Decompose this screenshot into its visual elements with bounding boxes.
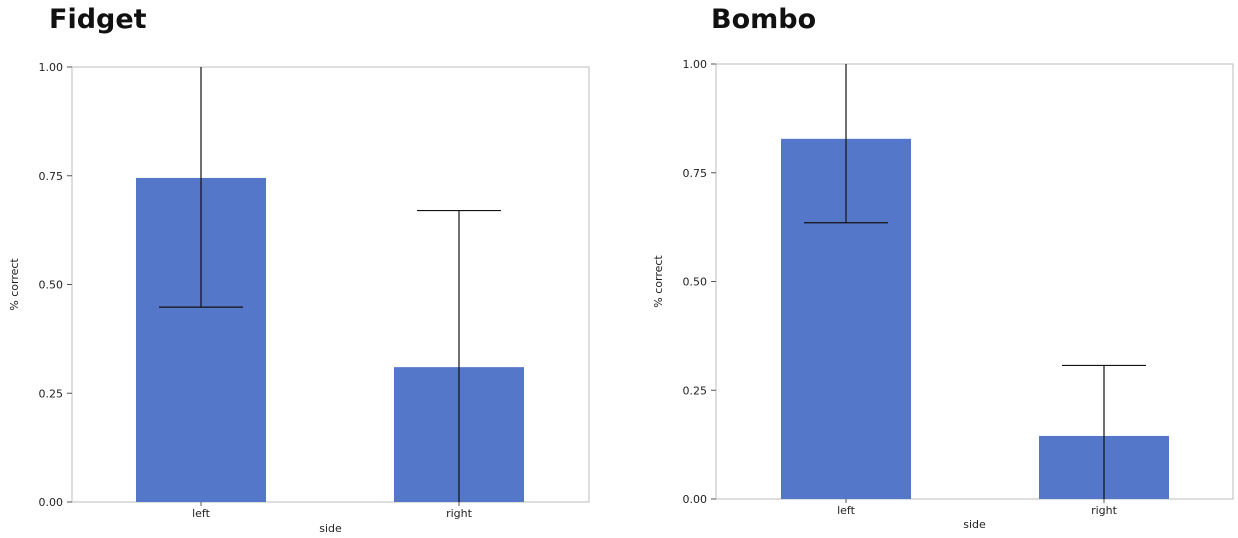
bombo-y-tick-label: 0.50 [683,276,708,289]
fidget-y-tick-label: 0.75 [39,170,64,183]
fidget-x-tick-label-left: left [192,507,211,520]
bombo-x-axis-label: side [963,518,986,531]
fidget-x-tick-label-right: right [446,507,473,520]
bombo-y-tick-label: 0.00 [683,493,708,506]
fidget-y-axis-label: % correct [8,258,21,311]
bombo-y-tick-label: 0.75 [683,167,708,180]
fidget-y-tick-label: 0.50 [39,279,64,292]
fidget-y-tick-label: 1.00 [39,61,64,74]
bombo-y-tick-label: 1.00 [683,58,708,71]
fidget-x-axis-label: side [319,522,342,535]
fidget-y-tick-label: 0.25 [39,387,64,400]
bombo-x-tick-label-left: left [837,504,856,517]
fidget-y-tick-label: 0.00 [39,496,64,509]
bombo-x-tick-label-right: right [1091,504,1118,517]
bombo-y-axis-label: % correct [652,255,665,308]
chart-title-bombo: Bombo [711,4,817,35]
chart-title-fidget: Fidget [49,4,147,35]
bombo-y-tick-label: 0.25 [683,384,708,397]
